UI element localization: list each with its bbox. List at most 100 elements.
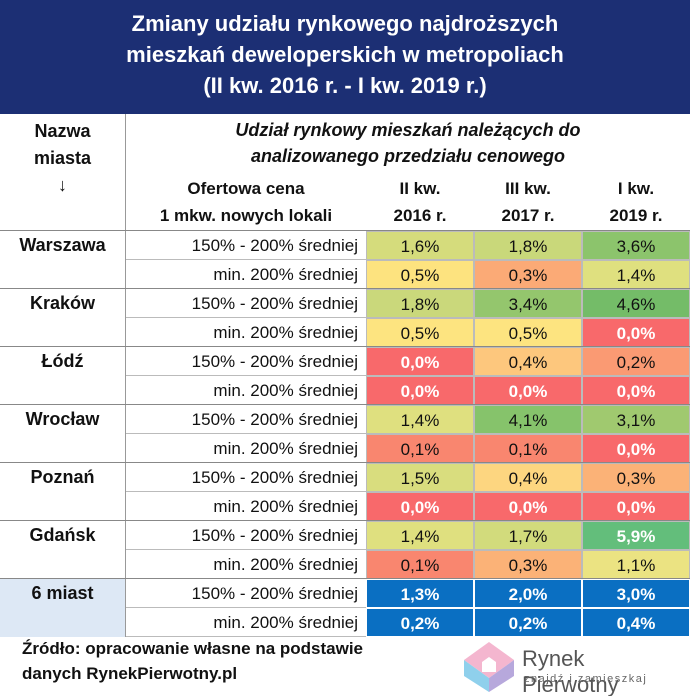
price-band-label: min. 200% średniej (126, 376, 366, 405)
column-header-q3-2017: III kw. 2017 r. (474, 172, 582, 230)
share-value-cell: 0,3% (474, 550, 582, 579)
logo-tagline: znajdź i zamieszkaj (524, 673, 648, 685)
table-title: Zmiany udziału rynkowego najdroższych mi… (0, 0, 690, 114)
share-value-cell: 5,9% (582, 521, 690, 550)
price-band-label: 150% - 200% średniej (126, 521, 366, 550)
share-value-cell: 1,4% (582, 260, 690, 289)
share-value-cell: 0,2% (474, 608, 582, 637)
share-header-line-1: Udział rynkowy mieszkań należących do (235, 120, 581, 140)
price-band-label: min. 200% średniej (126, 318, 366, 347)
share-value-cell: 0,0% (582, 318, 690, 347)
price-band-label: 150% - 200% średniej (126, 289, 366, 318)
summary-group: 6 miast 150% - 200% średniej 1,3% 2,0% 3,0% m… (0, 578, 690, 637)
share-value-cell: 0,0% (474, 492, 582, 521)
table-row: 150% - 200% średniej 1,3% 2,0% 3,0% (126, 579, 690, 608)
table-row: min. 200% średniej 0,1% 0,1% 0,0% (126, 434, 690, 463)
source-line-1: Źródło: opracowanie własne na podstawie (22, 639, 364, 658)
share-value-cell: 0,1% (366, 434, 474, 463)
share-value-cell: 0,4% (474, 463, 582, 492)
column-header-line-2: 2019 r. (609, 206, 663, 225)
price-band-label: min. 200% średniej (126, 550, 366, 579)
city-group: Łódź 150% - 200% średniej 0,0% 0,4% 0,2% min.… (0, 346, 690, 405)
column-header-line-1: II kw. (399, 179, 441, 198)
table-row: 150% - 200% średniej 1,4% 4,1% 3,1% (126, 405, 690, 434)
price-band-label: min. 200% średniej (126, 492, 366, 521)
column-header-line-2: 2017 r. (501, 206, 555, 225)
city-name: Gdańsk (0, 521, 126, 579)
price-band-label: 150% - 200% średniej (126, 463, 366, 492)
table-row: min. 200% średniej 0,5% 0,3% 1,4% (126, 260, 690, 289)
share-value-cell: 0,0% (582, 376, 690, 405)
rynek-pierwotny-logo: Rynek Pierwotny znajdź i zamieszkaj (462, 640, 682, 696)
arrow-down-icon: ↓ (58, 175, 67, 195)
column-header-line-1: I kw. (617, 179, 655, 198)
share-value-cell: 1,4% (366, 521, 474, 550)
logo-name: Rynek Pierwotny (522, 646, 619, 696)
share-value-cell: 3,0% (582, 579, 690, 608)
title-line-1: Zmiany udziału rynkowego najdroższych (131, 11, 559, 36)
share-value-cell: 3,1% (582, 405, 690, 434)
price-band-label: 150% - 200% średniej (126, 347, 366, 376)
city-group: Gdańsk 150% - 200% średniej 1,4% 1,7% 5,9% mi… (0, 520, 690, 579)
price-header-line-1: Ofertowa cena (187, 179, 305, 198)
share-value-cell: 2,0% (474, 579, 582, 608)
table-row: min. 200% średniej 0,1% 0,3% 1,1% (126, 550, 690, 579)
table-row: 150% - 200% średniej 0,0% 0,4% 0,2% (126, 347, 690, 376)
table-header: Nazwa miasta ↓ Udział rynkowy mieszkań n… (0, 114, 690, 230)
price-band-label: min. 200% średniej (126, 260, 366, 289)
table-row: min. 200% średniej 0,0% 0,0% 0,0% (126, 376, 690, 405)
share-value-cell: 0,0% (366, 376, 474, 405)
share-value-cell: 0,4% (474, 347, 582, 376)
share-value-cell: 0,5% (366, 260, 474, 289)
city-name: Wrocław (0, 405, 126, 463)
city-header-line-1: Nazwa (34, 121, 91, 141)
share-value-cell: 1,3% (366, 579, 474, 608)
share-value-cell: 0,0% (366, 492, 474, 521)
share-value-cell: 0,1% (474, 434, 582, 463)
table-row: 150% - 200% średniej 1,4% 1,7% 5,9% (126, 521, 690, 550)
share-group-header: Udział rynkowy mieszkań należących do an… (126, 114, 690, 172)
share-value-cell: 0,5% (366, 318, 474, 347)
table-row: 150% - 200% średniej 1,5% 0,4% 0,3% (126, 463, 690, 492)
city-name: 6 miast (0, 579, 126, 637)
share-value-cell: 4,1% (474, 405, 582, 434)
share-value-cell: 0,2% (366, 608, 474, 637)
share-value-cell: 0,5% (474, 318, 582, 347)
column-header-line-1: III kw. (505, 179, 551, 198)
price-band-label: min. 200% średniej (126, 608, 366, 637)
column-header-line-2: 2016 r. (393, 206, 447, 225)
share-value-cell: 1,5% (366, 463, 474, 492)
share-value-cell: 4,6% (582, 289, 690, 318)
share-value-cell: 1,8% (474, 231, 582, 260)
title-line-3: (II kw. 2016 r. - I kw. 2019 r.) (203, 73, 487, 98)
share-value-cell: 0,3% (582, 463, 690, 492)
share-value-cell: 1,8% (366, 289, 474, 318)
share-value-cell: 1,1% (582, 550, 690, 579)
share-header-line-2: analizowanego przedziału cenowego (250, 146, 566, 166)
share-value-cell: 0,0% (582, 492, 690, 521)
table-body: Warszawa 150% - 200% średniej 1,6% 1,8% 3,6%… (0, 230, 690, 637)
price-band-label: 150% - 200% średniej (126, 579, 366, 608)
price-header-line-2: 1 mkw. nowych lokali (159, 206, 333, 225)
city-name: Warszawa (0, 231, 126, 289)
house-logo-icon (464, 642, 514, 692)
share-value-cell: 0,3% (474, 260, 582, 289)
table-row: 150% - 200% średniej 1,8% 3,4% 4,6% (126, 289, 690, 318)
column-header-q2-2016: II kw. 2016 r. (366, 172, 474, 230)
city-name: Poznań (0, 463, 126, 521)
price-band-label: 150% - 200% średniej (126, 231, 366, 260)
price-column-header: Ofertowa cena 1 mkw. nowych lokali (126, 172, 366, 230)
column-header-q1-2019: I kw. 2019 r. (582, 172, 690, 230)
price-band-label: min. 200% średniej (126, 434, 366, 463)
share-value-cell: 1,7% (474, 521, 582, 550)
city-header-line-2: miasta (33, 148, 92, 168)
share-value-cell: 0,0% (366, 347, 474, 376)
source-note: Źródło: opracowanie własne na podstawie … (22, 636, 452, 686)
price-band-label: 150% - 200% średniej (126, 405, 366, 434)
table-row: min. 200% średniej 0,2% 0,2% 0,4% (126, 608, 690, 637)
source-line-2: danych RynekPierwotny.pl (22, 664, 238, 683)
share-value-cell: 1,6% (366, 231, 474, 260)
city-name: Łódź (0, 347, 126, 405)
city-group: Warszawa 150% - 200% średniej 1,6% 1,8% 3,6%… (0, 230, 690, 289)
share-value-cell: 3,4% (474, 289, 582, 318)
